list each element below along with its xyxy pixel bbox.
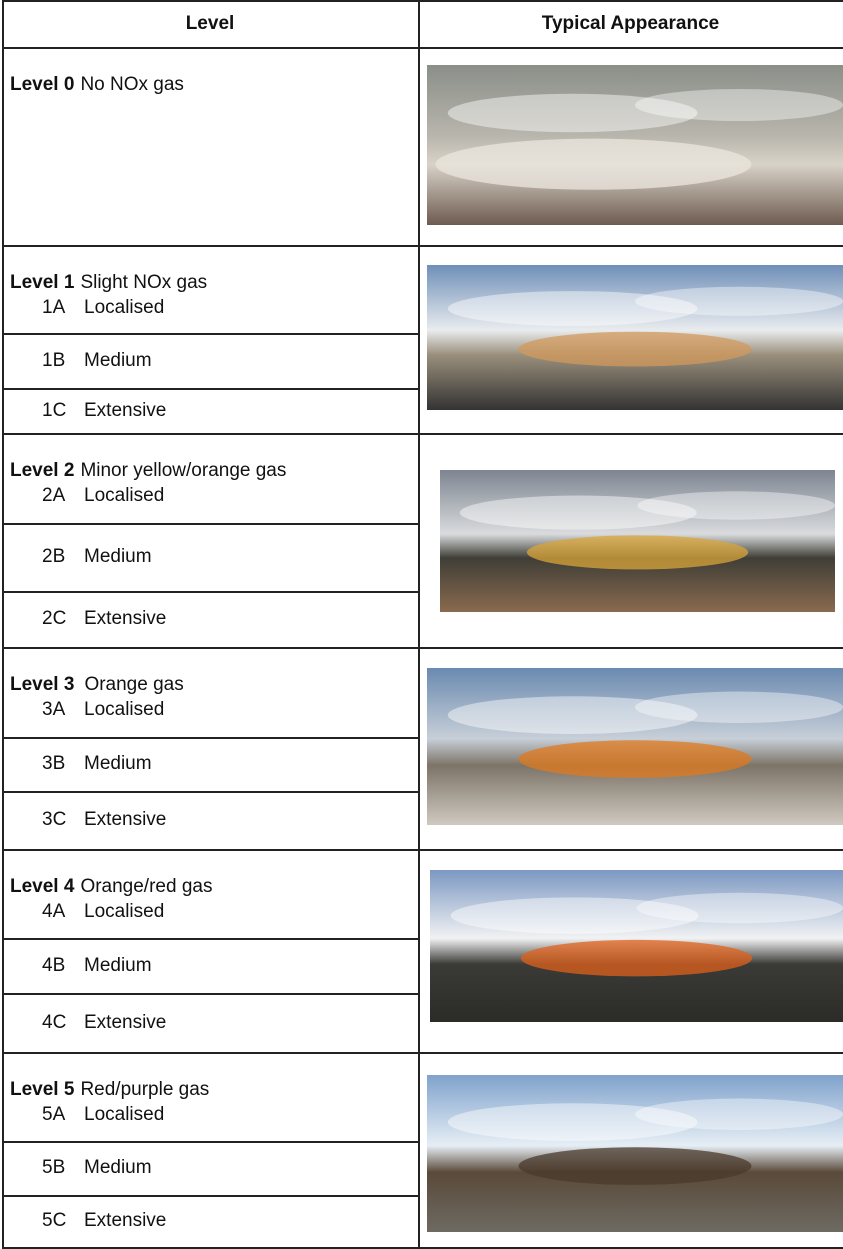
sublevel-code: 3C — [42, 808, 66, 832]
sublevel-code: 5B — [42, 1156, 65, 1180]
photo — [440, 470, 835, 612]
row-divider — [2, 245, 843, 247]
photo — [430, 870, 843, 1022]
level-description: No NOx gas — [80, 74, 183, 95]
column-header: Level — [2, 12, 418, 36]
level-heading: Level 3 Orange gas — [10, 673, 184, 697]
sub-row-divider — [2, 388, 418, 390]
row-divider — [2, 1052, 843, 1054]
sub-row-divider — [2, 993, 418, 995]
sublevel-name: Extensive — [84, 1209, 166, 1233]
photo — [427, 265, 843, 410]
level-label: Level 5 — [10, 1079, 74, 1100]
sublevel-name: Medium — [84, 752, 152, 776]
sublevel-code: 1A — [42, 296, 65, 320]
photo — [427, 668, 843, 825]
photo — [427, 65, 843, 225]
level-description: Slight NOx gas — [80, 272, 207, 293]
row-divider — [2, 47, 843, 49]
sublevel-code: 5A — [42, 1103, 65, 1127]
sublevel-code: 1B — [42, 349, 65, 373]
level-description: Minor yellow/orange gas — [80, 460, 286, 481]
sublevel-name: Extensive — [84, 808, 166, 832]
level-label: Level 1 — [10, 272, 74, 293]
row-divider — [2, 647, 843, 649]
row-divider — [2, 849, 843, 851]
level-label: Level 2 — [10, 460, 74, 481]
sublevel-code: 4C — [42, 1011, 66, 1035]
level-label: Level 3 — [10, 674, 74, 695]
level-description: Orange/red gas — [80, 876, 212, 897]
sublevel-code: 2C — [42, 607, 66, 631]
sublevel-code: 2B — [42, 545, 65, 569]
level-heading: Level 0 No NOx gas — [10, 73, 184, 97]
sublevel-name: Medium — [84, 349, 152, 373]
sublevel-name: Medium — [84, 1156, 152, 1180]
sublevel-code: 2A — [42, 484, 65, 508]
level-label: Level 4 — [10, 876, 74, 897]
sublevel-name: Localised — [84, 1103, 164, 1127]
sublevel-name: Extensive — [84, 399, 166, 423]
photo — [427, 1075, 843, 1232]
sublevel-name: Localised — [84, 296, 164, 320]
sublevel-name: Localised — [84, 698, 164, 722]
row-divider — [2, 1247, 843, 1249]
level-description: Red/purple gas — [80, 1079, 209, 1100]
column-divider — [418, 0, 420, 1247]
sublevel-code: 4B — [42, 954, 65, 978]
table-border — [2, 0, 843, 2]
sublevel-name: Localised — [84, 484, 164, 508]
sub-row-divider — [2, 1141, 418, 1143]
sub-row-divider — [2, 938, 418, 940]
level-heading: Level 1 Slight NOx gas — [10, 271, 207, 295]
level-heading: Level 2 Minor yellow/orange gas — [10, 459, 286, 483]
sublevel-name: Localised — [84, 900, 164, 924]
level-heading: Level 5 Red/purple gas — [10, 1078, 209, 1102]
sublevel-code: 5C — [42, 1209, 66, 1233]
sublevel-name: Medium — [84, 545, 152, 569]
sub-row-divider — [2, 591, 418, 593]
column-header: Typical Appearance — [418, 12, 843, 36]
sub-row-divider — [2, 1195, 418, 1197]
sublevel-code: 3A — [42, 698, 65, 722]
row-divider — [2, 433, 843, 435]
table-border — [2, 0, 4, 1247]
level-label: Level 0 — [10, 74, 74, 95]
sub-row-divider — [2, 737, 418, 739]
sub-row-divider — [2, 523, 418, 525]
sublevel-code: 3B — [42, 752, 65, 776]
sublevel-name: Extensive — [84, 607, 166, 631]
sub-row-divider — [2, 791, 418, 793]
level-description: Orange gas — [84, 674, 183, 695]
sub-row-divider — [2, 333, 418, 335]
sublevel-name: Medium — [84, 954, 152, 978]
sublevel-name: Extensive — [84, 1011, 166, 1035]
sublevel-code: 1C — [42, 399, 66, 423]
level-heading: Level 4 Orange/red gas — [10, 875, 212, 899]
sublevel-code: 4A — [42, 900, 65, 924]
